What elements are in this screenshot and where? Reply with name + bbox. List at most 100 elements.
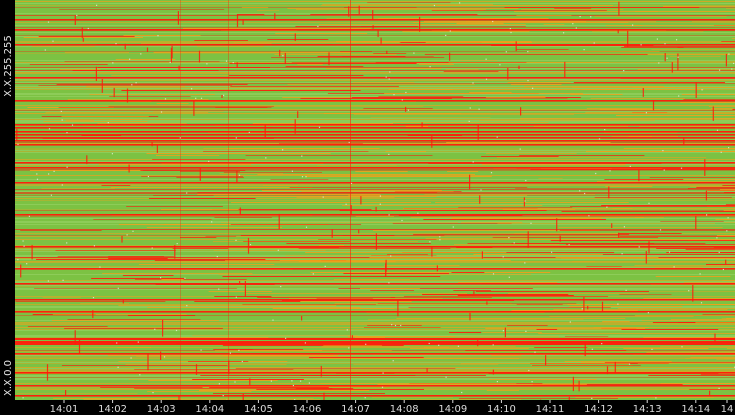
heatmap-row: [15, 111, 735, 112]
heatmap-streak: [256, 389, 424, 390]
heatmap-vertical-line: [228, 0, 229, 400]
x-tick-label: 14:02: [98, 404, 127, 415]
heatmap-streak: [530, 169, 735, 170]
heatmap-streak: [632, 87, 735, 88]
heatmap-streak: [519, 96, 546, 97]
heatmap-streak: [146, 227, 282, 228]
heatmap-streak: [317, 165, 397, 166]
heatmap-white-speck: [379, 195, 381, 197]
heatmap-vertical-speck: [348, 6, 350, 17]
heatmap-row: [15, 388, 735, 389]
heatmap-streak: [641, 320, 735, 321]
heatmap-row: [15, 169, 735, 170]
heatmap-white-speck: [439, 236, 441, 238]
heatmap-white-speck: [480, 189, 482, 191]
heatmap-streak: [377, 303, 577, 304]
heatmap-vertical-speck: [611, 223, 613, 228]
heatmap-row: [15, 323, 735, 324]
heatmap-row: [15, 304, 735, 305]
heatmap-streak: [298, 248, 451, 249]
heatmap-white-speck: [126, 234, 128, 236]
heatmap-streak: [148, 380, 278, 381]
x-tick-label: 14:07: [341, 404, 370, 415]
heatmap-white-speck: [96, 4, 98, 6]
heatmap-streak: [649, 177, 735, 178]
heatmap-white-speck: [191, 88, 193, 90]
heatmap-row: [15, 322, 735, 323]
heatmap-white-speck: [364, 397, 366, 399]
heatmap-vertical-speck: [156, 145, 158, 153]
heatmap-streak: [423, 347, 450, 348]
heatmap-row: [15, 46, 735, 47]
heatmap-row: [15, 72, 735, 73]
heatmap-white-speck: [606, 206, 608, 208]
heatmap-streak: [212, 209, 372, 210]
heatmap-row: [15, 79, 735, 80]
heatmap-streak: [402, 31, 530, 32]
heatmap-red-band: [15, 246, 735, 248]
heatmap-streak: [189, 106, 424, 107]
heatmap-white-speck: [388, 78, 390, 80]
heatmap-streak: [732, 109, 735, 110]
heatmap-streak: [141, 43, 272, 44]
heatmap-streak: [402, 252, 615, 253]
heatmap-row: [15, 159, 735, 160]
heatmap-streak: [410, 217, 644, 218]
heatmap-white-speck: [656, 38, 658, 40]
heatmap-vertical-speck: [331, 229, 333, 238]
heatmap-streak: [351, 97, 581, 98]
heatmap-white-speck: [676, 39, 678, 41]
heatmap-streak: [408, 307, 611, 308]
heatmap-row: [15, 307, 735, 308]
heatmap-streak: [651, 49, 735, 50]
heatmap-streak: [514, 233, 619, 234]
heatmap-white-speck: [468, 120, 470, 122]
heatmap-streak: [38, 85, 233, 86]
heatmap-streak: [222, 345, 404, 346]
heatmap-white-speck: [524, 262, 526, 264]
heatmap-row: [15, 122, 735, 123]
heatmap-row: [15, 1, 735, 2]
heatmap-row: [15, 119, 735, 120]
heatmap-vertical-speck: [162, 319, 164, 337]
heatmap-row: [15, 330, 735, 331]
heatmap-streak: [387, 254, 428, 255]
heatmap-vertical-speck: [121, 236, 123, 243]
heatmap-white-speck: [282, 149, 284, 151]
heatmap-streak: [237, 14, 265, 15]
heatmap-vertical-speck: [515, 41, 517, 52]
heatmap-streak: [140, 170, 246, 171]
heatmap-streak: [82, 398, 314, 399]
heatmap-white-speck: [385, 76, 387, 78]
heatmap-vertical-speck: [151, 142, 153, 147]
heatmap-white-speck: [678, 95, 680, 97]
heatmap-streak: [573, 82, 725, 83]
heatmap-white-speck: [137, 341, 139, 343]
heatmap-vertical-speck: [648, 241, 650, 254]
heatmap-streak: [680, 102, 735, 103]
heatmap-white-speck: [226, 399, 228, 400]
heatmap-vertical-speck: [198, 50, 201, 63]
heatmap-vertical-speck: [692, 285, 694, 302]
heatmap-white-speck: [280, 286, 282, 288]
heatmap-streak: [364, 327, 441, 328]
heatmap-streak: [245, 155, 433, 156]
heatmap-white-speck: [382, 372, 384, 374]
heatmap-white-speck: [664, 43, 666, 45]
heatmap-streak: [553, 309, 728, 310]
heatmap-white-speck: [345, 203, 347, 205]
heatmap-streak: [731, 38, 735, 39]
heatmap-white-speck: [346, 329, 348, 331]
heatmap-vertical-speck: [479, 195, 481, 204]
heatmap-white-speck: [211, 221, 213, 223]
heatmap-streak: [274, 54, 397, 55]
heatmap-streak: [696, 187, 735, 188]
heatmap-streak: [214, 296, 272, 297]
heatmap-streak: [707, 190, 735, 191]
heatmap-streak: [322, 4, 493, 5]
heatmap-vertical-speck: [397, 300, 399, 317]
heatmap-streak: [333, 279, 411, 280]
heatmap-row: [15, 251, 735, 252]
heatmap-streak: [323, 345, 382, 346]
heatmap-streak: [585, 112, 735, 113]
